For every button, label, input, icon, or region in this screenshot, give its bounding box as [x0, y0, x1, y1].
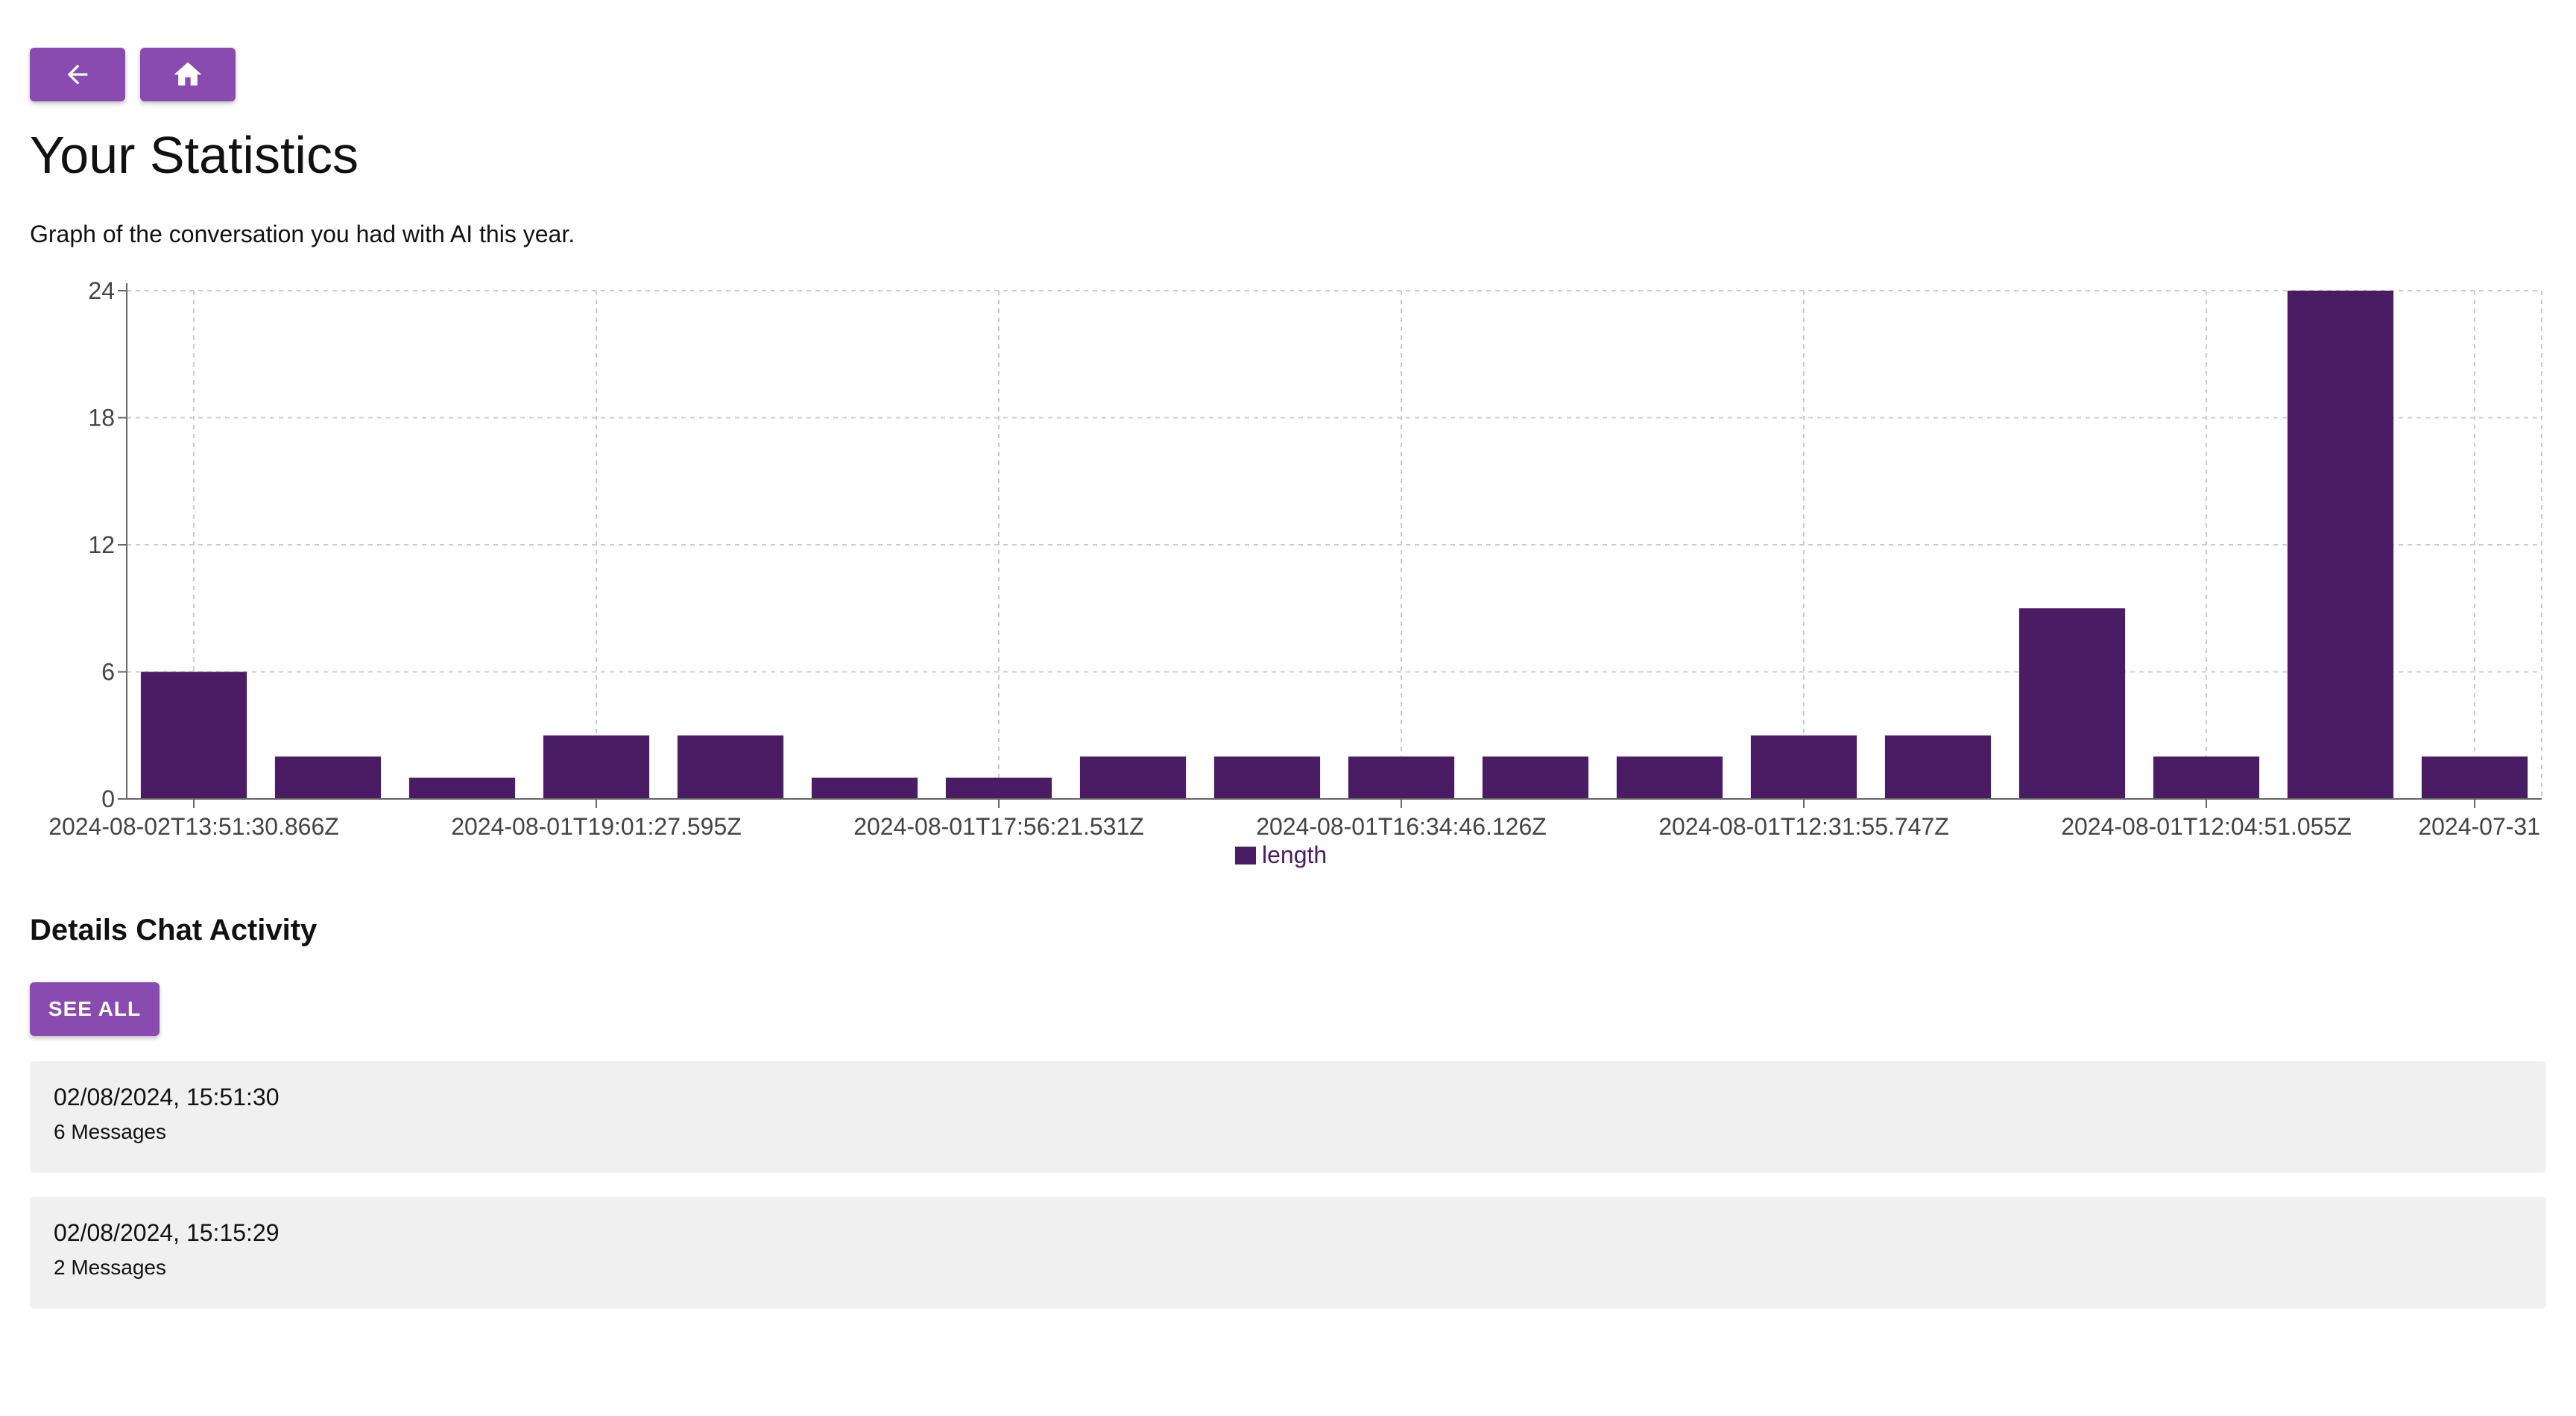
- y-tick-label: 6: [101, 659, 115, 686]
- activity-date: 02/08/2024, 15:51:30: [54, 1084, 280, 1110]
- home-button[interactable]: [140, 48, 236, 101]
- page-title: Your Statistics: [30, 126, 359, 184]
- arrow-left-icon: [67, 64, 88, 85]
- chart-bar: [2153, 756, 2260, 799]
- activity-item[interactable]: 02/08/2024, 15:51:30 6 Messages: [30, 1061, 2546, 1173]
- x-tick-label: 2024-08-01T17:56:21.531Z: [853, 813, 1144, 840]
- page-subtitle: Graph of the conversation you had with A…: [30, 221, 575, 247]
- chart-bar: [811, 777, 918, 799]
- home-icon: [174, 62, 202, 86]
- x-tick-label: 2024-08-01T12:04:51.055Z: [2061, 813, 2352, 840]
- chart-bar: [1750, 735, 1857, 799]
- chart-bar: [2018, 608, 2126, 799]
- x-tick-label: 2024-08-01T12:31:55.747Z: [1658, 813, 1949, 840]
- chart-bar: [140, 671, 247, 799]
- x-tick-label: 2024-08-02T13:51:30.866Z: [48, 813, 339, 840]
- y-tick-label: 18: [88, 405, 115, 432]
- chart-bar: [1616, 756, 1723, 799]
- details-section-title: Details Chat Activity: [30, 914, 318, 946]
- nav-buttons: [30, 48, 236, 101]
- activity-message-count: 6 Messages: [54, 1120, 166, 1143]
- chart-bar: [1348, 756, 1455, 799]
- see-all-button[interactable]: SEE ALL: [30, 982, 160, 1036]
- activity-message-count: 2 Messages: [54, 1256, 166, 1279]
- chart-bar: [1213, 756, 1321, 799]
- y-tick-label: 12: [88, 531, 115, 558]
- x-tick-label: 2024-07-31: [2418, 813, 2540, 840]
- chart-bar: [543, 735, 650, 799]
- legend-swatch: [1235, 847, 1256, 865]
- chart-bar: [2421, 756, 2528, 799]
- chart-bar: [1482, 756, 1589, 799]
- chart-bar: [945, 777, 1052, 799]
- x-tick-label: 2024-08-01T19:01:27.595Z: [451, 813, 742, 840]
- chart-bar: [408, 777, 516, 799]
- chart-bar: [1884, 735, 1992, 799]
- y-tick-label: 0: [101, 786, 115, 812]
- y-tick-label: 24: [88, 277, 115, 304]
- chart-bar: [677, 735, 784, 799]
- chart-bar: [2287, 291, 2394, 799]
- legend-label: length: [1262, 841, 1327, 868]
- activity-date: 02/08/2024, 15:15:29: [54, 1219, 280, 1246]
- x-tick-label: 2024-08-01T16:34:46.126Z: [1256, 813, 1547, 840]
- chart-bar: [274, 756, 382, 799]
- chart-bar: [1079, 756, 1187, 799]
- activity-list: 02/08/2024, 15:51:30 6 Messages 02/08/20…: [30, 1061, 2546, 1333]
- back-button[interactable]: [30, 48, 125, 101]
- statistics-bar-chart: 0 6 12 18 24 2024-08-02T13:51:30.866Z 2024-08-…: [48, 277, 2542, 868]
- activity-item[interactable]: 02/08/2024, 15:15:29 2 Messages: [30, 1197, 2546, 1309]
